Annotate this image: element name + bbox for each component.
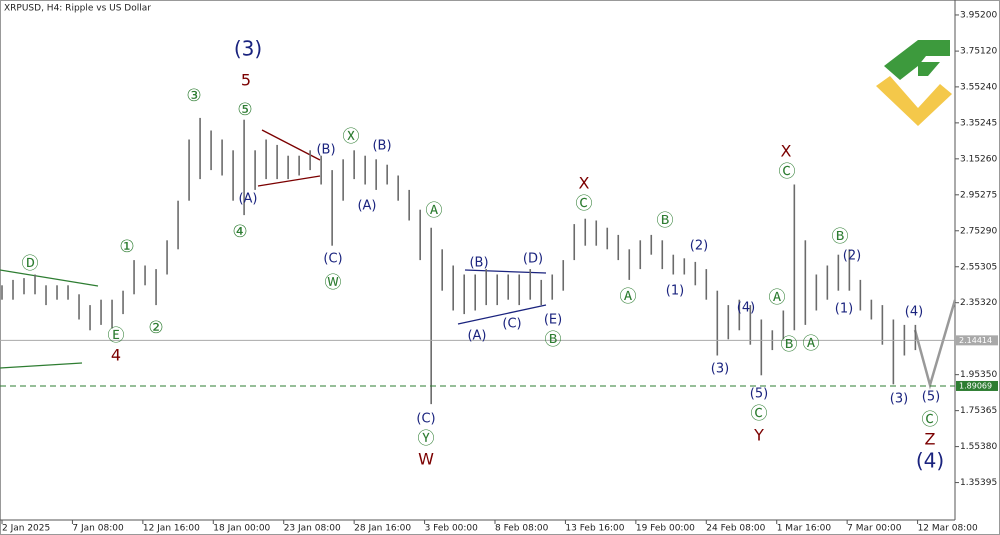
wave-label: (C) xyxy=(502,317,521,332)
x-tick-label: 24 Feb 08:00 xyxy=(706,524,765,534)
wave-label: Ⓑ xyxy=(657,211,674,231)
wave-label: ④ xyxy=(232,222,247,242)
wave-label: (2) xyxy=(843,249,861,264)
wave-label: Ⓑ xyxy=(545,330,562,350)
wave-label: (E) xyxy=(544,313,562,328)
x-tick-label: 13 Feb 16:00 xyxy=(565,524,624,534)
y-tick-label: 3.35245 xyxy=(960,118,997,128)
logo-green xyxy=(918,62,940,76)
wave-label: (C) xyxy=(416,412,435,427)
wave-label: (5) xyxy=(922,390,940,405)
wave-label: ② xyxy=(148,318,163,338)
wave-label: (2) xyxy=(690,239,708,254)
wave-label: Ⓔ xyxy=(108,326,125,346)
wave-label: ③ xyxy=(186,86,201,106)
price-label: 2.14414 xyxy=(959,336,992,345)
y-tick-label: 2.75290 xyxy=(960,226,997,236)
trend-line xyxy=(0,362,83,369)
wave-label: (4) xyxy=(737,301,755,316)
wave-label: Ⓓ xyxy=(22,254,39,274)
wave-label: (5) xyxy=(750,387,768,402)
trend-lines xyxy=(0,129,957,390)
wave-label: Ⓨ xyxy=(418,429,435,449)
logo-yellow xyxy=(876,76,952,126)
wave-label: Ⓑ xyxy=(832,227,849,247)
y-tick-label: 3.75120 xyxy=(960,47,997,57)
y-tick-label: 2.95275 xyxy=(960,190,997,200)
x-tick-label: 7 Mar 00:00 xyxy=(847,524,902,534)
y-tick-label: 3.15260 xyxy=(960,154,997,164)
wave-label: (1) xyxy=(835,302,853,317)
trend-line xyxy=(464,269,547,274)
symbol-info: XRPUSD, H4: Ripple vs US Dollar xyxy=(4,4,151,14)
wave-label: (3) xyxy=(234,37,262,61)
wave-label: (B) xyxy=(469,256,488,271)
wave-label: (A) xyxy=(238,192,257,207)
wave-label: (A) xyxy=(357,199,376,214)
x-tick-label: 12 Jan 16:00 xyxy=(143,524,200,534)
y-tick-label: 1.75365 xyxy=(960,406,997,416)
y-tick-label: 2.55305 xyxy=(960,262,997,272)
wave-label: Ⓒ xyxy=(576,194,593,214)
wave-label: Ⓦ xyxy=(325,273,342,293)
wave-label: (B) xyxy=(372,139,391,154)
x-tick-label: 3 Feb 00:00 xyxy=(425,524,479,534)
wave-label: (B) xyxy=(316,143,335,158)
wave-label: X xyxy=(579,174,590,193)
price-label-box xyxy=(956,380,998,391)
wave-label: Ⓐ xyxy=(769,288,786,308)
wave-label: Z xyxy=(925,430,936,449)
x-tick-label: 1 Mar 16:00 xyxy=(777,524,832,534)
wave-label: Ⓒ xyxy=(779,162,796,182)
wave-label: Ⓧ xyxy=(343,127,360,147)
price-label-box xyxy=(956,335,998,346)
x-tick-label: 23 Jan 08:00 xyxy=(284,524,341,534)
x-tick-label: 19 Feb 00:00 xyxy=(636,524,695,534)
wave-label: Ⓐ xyxy=(620,287,637,307)
y-tick-label: 3.55240 xyxy=(960,82,997,92)
wave-label: 4 xyxy=(111,346,121,365)
x-tick-label: 8 Feb 08:00 xyxy=(495,524,549,534)
wave-label: (D) xyxy=(523,252,543,267)
trend-line xyxy=(457,304,547,325)
wave-label: (A) xyxy=(467,329,486,344)
wave-label: 5 xyxy=(241,71,251,90)
wave-label: X xyxy=(781,142,792,161)
x-tick-label: 7 Jan 08:00 xyxy=(72,524,124,534)
wave-label: (3) xyxy=(711,362,729,377)
wave-label: (3) xyxy=(890,392,908,407)
x-tick-label: 28 Jan 16:00 xyxy=(354,524,411,534)
x-tick-label: 2 Jan 2025 xyxy=(2,524,50,534)
wave-label: Ⓒ xyxy=(922,410,939,430)
y-tick-label: 1.95350 xyxy=(960,370,997,380)
wave-label: W xyxy=(418,450,434,469)
trend-line xyxy=(0,269,99,287)
price-label: 1.89069 xyxy=(959,381,992,390)
wave-label: Ⓒ xyxy=(751,404,768,424)
logo-green xyxy=(884,40,950,80)
wave-label: (1) xyxy=(666,284,684,299)
forecast-path xyxy=(913,299,957,390)
y-tick-label: 3.95200 xyxy=(960,10,997,20)
wave-label: Y xyxy=(753,426,764,445)
wave-label: (4) xyxy=(905,305,923,320)
x-tick-label: 18 Jan 00:00 xyxy=(213,524,270,534)
x-tick-label: 12 Mar 08:00 xyxy=(918,524,978,534)
wave-label: Ⓐ xyxy=(803,334,820,354)
wave-label: (4) xyxy=(916,449,944,473)
wave-label: Ⓑ xyxy=(781,335,798,355)
y-tick-label: 1.55380 xyxy=(960,442,997,452)
wave-label: (C) xyxy=(323,252,342,267)
trend-line xyxy=(257,175,321,187)
logo xyxy=(876,40,952,126)
y-tick-label: 2.35320 xyxy=(960,298,997,308)
y-tick-label: 1.35395 xyxy=(960,478,997,488)
wave-label: Ⓐ xyxy=(426,201,443,221)
wave-label: ① xyxy=(119,237,134,257)
wave-label: ⑤ xyxy=(237,100,252,120)
